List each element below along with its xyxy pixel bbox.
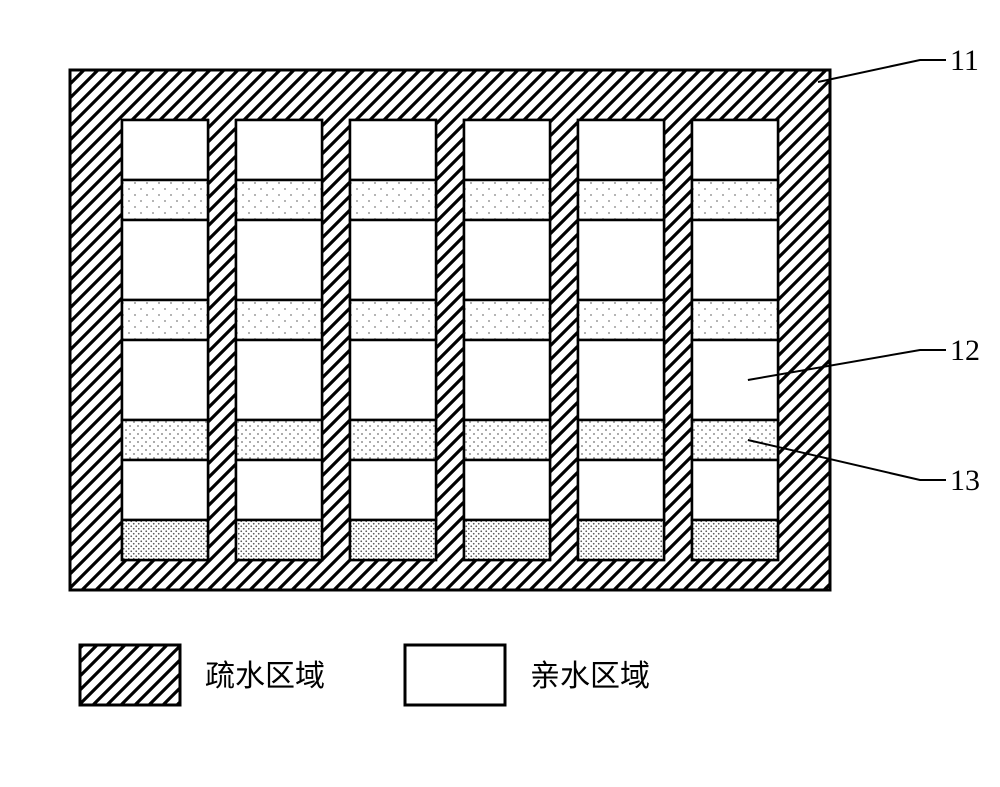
cell: [578, 460, 664, 520]
cell: [464, 460, 550, 520]
leader-11: [818, 60, 946, 82]
legend-swatch-hydrophilic: [405, 645, 505, 705]
cell: [350, 340, 436, 420]
cell: [350, 460, 436, 520]
cell: [122, 300, 208, 340]
cell: [236, 340, 322, 420]
cell: [578, 300, 664, 340]
legend-swatch-hydrophobic: [80, 645, 180, 705]
cell: [464, 300, 550, 340]
cell: [122, 120, 208, 180]
cell: [464, 520, 550, 560]
cell: [236, 120, 322, 180]
cell: [350, 420, 436, 460]
cell: [692, 420, 778, 460]
cell: [350, 180, 436, 220]
cell: [236, 220, 322, 300]
cell: [464, 120, 550, 180]
cell: [464, 180, 550, 220]
diagram-canvas: 11 12 13 疏水区域 亲水区域: [0, 0, 1000, 787]
cell: [578, 120, 664, 180]
cell: [692, 340, 778, 420]
cell: [236, 460, 322, 520]
cell: [122, 180, 208, 220]
cell: [692, 300, 778, 340]
cell: [122, 420, 208, 460]
cell: [350, 520, 436, 560]
cell: [692, 520, 778, 560]
cell: [692, 460, 778, 520]
cell: [236, 420, 322, 460]
cell: [350, 300, 436, 340]
cell: [578, 420, 664, 460]
cell: [122, 520, 208, 560]
pattern-diagram: [70, 70, 830, 590]
legend-label-hydrophilic: 亲水区域: [530, 660, 650, 693]
cell: [122, 340, 208, 420]
cell: [350, 220, 436, 300]
cell: [464, 220, 550, 300]
cell: [464, 420, 550, 460]
legend-label-hydrophobic: 疏水区域: [205, 660, 325, 693]
cell: [692, 120, 778, 180]
cell: [578, 220, 664, 300]
label-13: 13: [950, 464, 980, 497]
label-11: 11: [950, 44, 979, 77]
cell: [236, 520, 322, 560]
cell: [122, 220, 208, 300]
cell: [236, 300, 322, 340]
cell: [692, 220, 778, 300]
cell: [578, 340, 664, 420]
label-12: 12: [950, 334, 980, 367]
cell: [236, 180, 322, 220]
cell: [122, 460, 208, 520]
legend: 疏水区域 亲水区域: [80, 645, 650, 705]
cell: [578, 180, 664, 220]
cell: [350, 120, 436, 180]
cell: [464, 340, 550, 420]
cell: [578, 520, 664, 560]
cell: [692, 180, 778, 220]
